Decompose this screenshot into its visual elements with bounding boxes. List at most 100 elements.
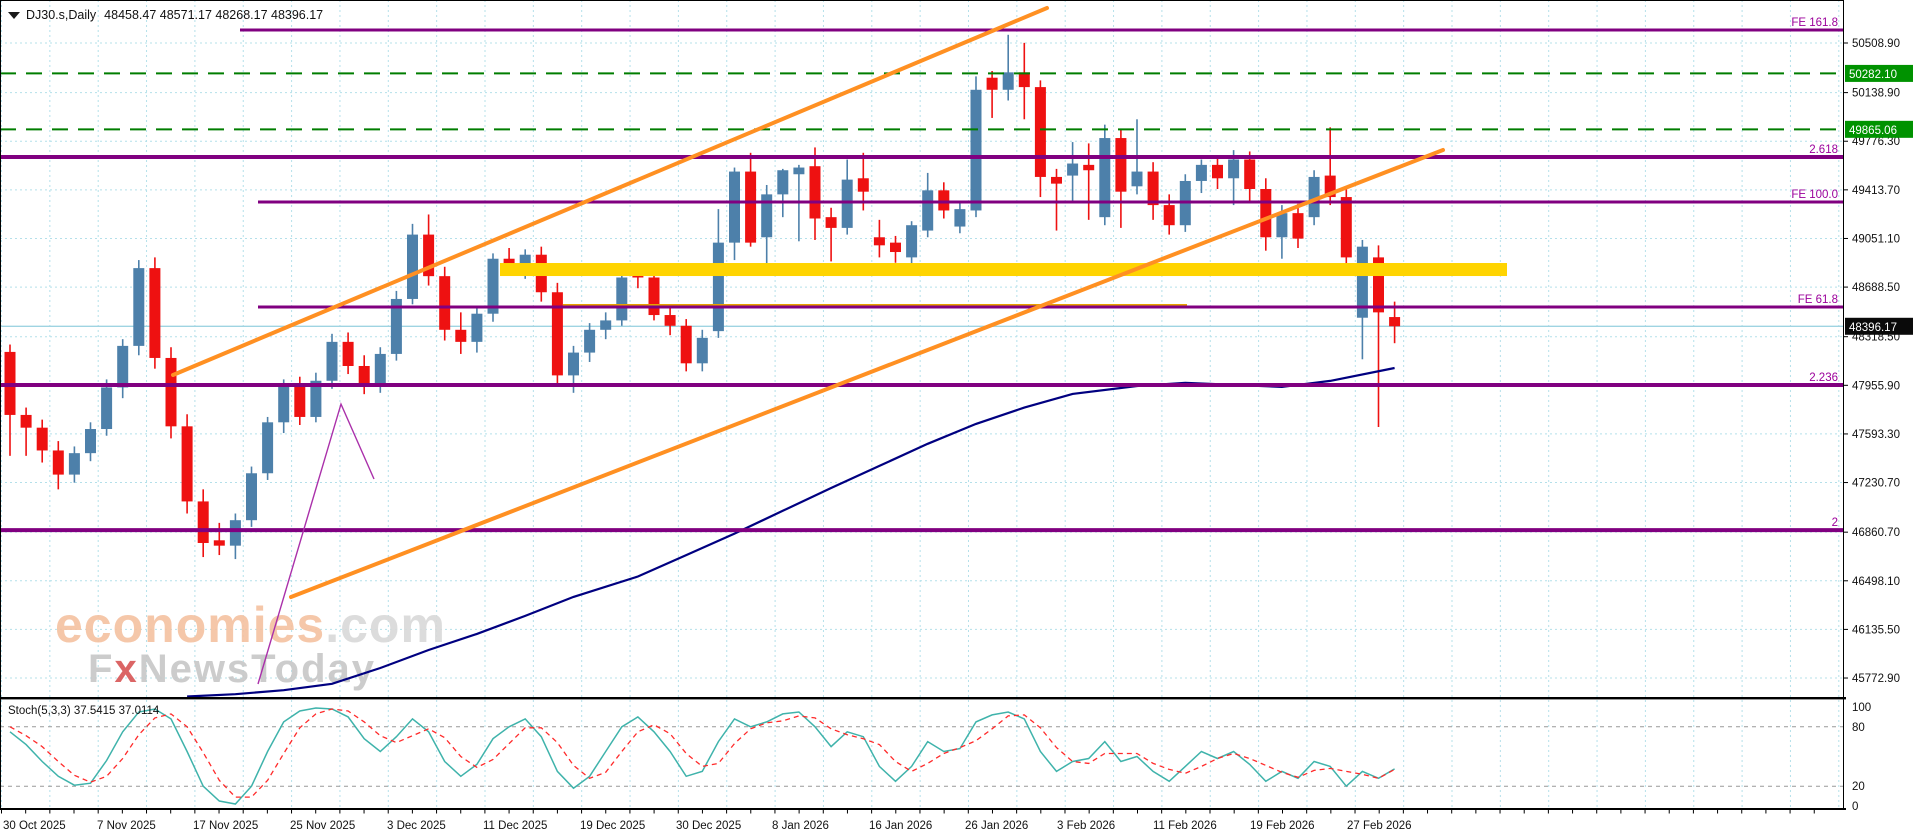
candle-bull: [1067, 163, 1079, 176]
orange-channel-trendline[interactable]: [171, 5, 1049, 377]
price-axis-label: 50138.90: [1852, 88, 1900, 100]
price-axis-label: 50508.90: [1852, 38, 1900, 50]
candle-bear: [213, 540, 225, 546]
stochastic-main-line[interactable]: [9, 707, 1395, 805]
panel-separator[interactable]: [0, 697, 1846, 700]
candle-bear: [873, 237, 885, 246]
date-axis-label: 11 Feb 2026: [1153, 820, 1217, 832]
date-axis-label: 7 Nov 2025: [97, 820, 156, 832]
candle-bear: [358, 365, 370, 387]
stochastic-indicator-label: Stoch(5,3,3) 37.5415 37.0114: [8, 705, 160, 717]
candle-bear: [1115, 138, 1127, 192]
price-axis-label: 47230.70: [1852, 478, 1900, 490]
date-axis-label: 16 Jan 2026: [869, 820, 932, 832]
watermark-fxnewstoday: FxNewsToday: [88, 647, 376, 691]
candle-bear: [986, 77, 998, 90]
moving-average-line[interactable]: [187, 366, 1395, 698]
candle-bear: [680, 325, 692, 364]
date-axis-label: 26 Jan 2026: [965, 820, 1028, 832]
candle-bear: [1083, 164, 1095, 171]
candle-bull: [229, 520, 241, 546]
candle-bull: [133, 268, 145, 346]
candle-bear: [1389, 317, 1401, 327]
date-axis-label: 11 Dec 2025: [483, 820, 547, 832]
candle-bull: [390, 298, 402, 354]
candle-bear: [1018, 72, 1030, 88]
candle-bear: [1260, 189, 1272, 238]
price-badge-label: 48396.17: [1849, 322, 1897, 334]
chevron-down-icon[interactable]: [8, 12, 20, 19]
candle-bull: [326, 341, 338, 381]
candle-bear: [857, 178, 869, 192]
stochastic-signal-line[interactable]: [9, 708, 1395, 798]
candle-bull: [374, 353, 386, 387]
fibonacci-expansion-trendline[interactable]: [257, 402, 375, 685]
date-axis-label: 30 Dec 2025: [676, 820, 741, 832]
candle-bull: [101, 387, 113, 430]
candle-bull: [616, 277, 628, 321]
candle-bull: [278, 386, 290, 423]
candle-bull: [1276, 213, 1288, 238]
candles-layer: [4, 34, 1401, 560]
candle-bull: [793, 167, 805, 175]
stochastic-axis-label: 80: [1852, 722, 1865, 734]
candle-bull: [1195, 164, 1207, 181]
candle-bear: [648, 277, 660, 316]
candle-bear: [181, 426, 193, 502]
candle-bear: [1340, 197, 1352, 258]
watermark-economies: economies.com: [55, 597, 446, 653]
fibonacci-level-label: 2: [1832, 517, 1838, 529]
candle-bull: [729, 171, 740, 243]
drawings-layer: [171, 5, 1445, 685]
price-axis-label: 48688.50: [1852, 282, 1900, 294]
date-axis-label: 30 Oct 2025: [3, 820, 66, 832]
candle-bull: [1131, 171, 1143, 187]
candle-bear: [149, 268, 161, 358]
date-axis-strip: [0, 810, 1843, 840]
candle-bull: [1099, 138, 1111, 218]
candle-bull: [1002, 72, 1014, 90]
candle-bear: [1373, 257, 1384, 313]
orange-channel-trendline[interactable]: [289, 147, 1445, 600]
candle-bear: [439, 276, 451, 330]
fibonacci-level-label: 2.236: [1809, 372, 1838, 384]
candle-bull: [68, 453, 80, 475]
candle-bull: [584, 329, 596, 353]
price-axis-label: 49776.30: [1852, 136, 1900, 148]
candle-bull: [777, 170, 789, 195]
candle-bull: [906, 225, 918, 258]
price-badge: [1845, 64, 1913, 82]
yellow-support-band[interactable]: [500, 263, 1507, 277]
candle-bear: [1324, 175, 1336, 198]
candle-bear: [938, 190, 950, 211]
candle-bear: [52, 450, 64, 475]
candle-bear: [1051, 176, 1062, 184]
candle-bear: [1163, 205, 1175, 226]
candle-bear: [1244, 159, 1256, 190]
price-axis-label: 47593.30: [1852, 429, 1900, 441]
candle-bear: [455, 329, 467, 342]
candle-bear: [745, 171, 757, 243]
candle-bull: [841, 179, 853, 228]
candle-bear: [36, 427, 48, 451]
date-axis-label: 19 Dec 2025: [580, 820, 645, 832]
date-axis-label: 19 Feb 2026: [1250, 820, 1315, 832]
candle-bear: [197, 501, 209, 543]
candle-bear: [165, 357, 177, 427]
candle-bear: [809, 166, 821, 219]
price-axis-label: 49413.70: [1852, 185, 1900, 197]
candle-bear: [1034, 87, 1046, 177]
candle-bull: [922, 190, 934, 231]
price-axis-label: 45772.90: [1852, 673, 1900, 685]
candle-bear: [551, 292, 563, 376]
fibonacci-level-label: FE 61.8: [1798, 294, 1838, 306]
moving-average-layer: [187, 366, 1395, 698]
bottom-axis-line: [0, 808, 1846, 810]
candle-bull: [85, 429, 96, 454]
candle-bull: [970, 89, 982, 211]
date-axis-label: 27 Feb 2026: [1347, 820, 1412, 832]
candle-bear: [825, 217, 837, 228]
price-badge-label: 49865.06: [1849, 125, 1897, 137]
